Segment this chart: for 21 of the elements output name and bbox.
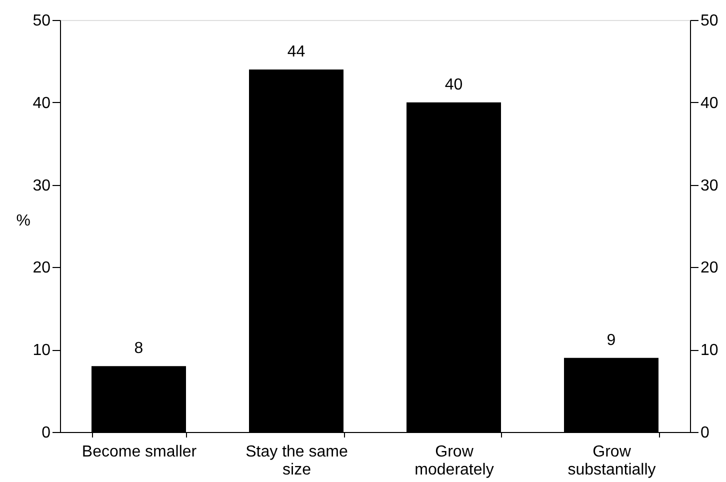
data-label: 9 — [606, 332, 616, 349]
y2-tick-label: 50 — [700, 12, 718, 30]
data-label: 40 — [444, 76, 463, 94]
y-tick-label: 30 — [32, 177, 51, 194]
data-label: 44 — [287, 43, 306, 60]
y-tick-label: 20 — [32, 260, 51, 277]
y2-tick-label: 40 — [700, 94, 718, 112]
y-axis-title: % — [16, 212, 30, 230]
x-tick-label: Stay the same size — [246, 444, 348, 478]
y-tick-label: 50 — [32, 12, 51, 30]
y2-tick-label: 30 — [700, 177, 718, 194]
x-tick-label: Become smaller — [82, 444, 198, 460]
y-tick-label: 40 — [32, 94, 51, 112]
x-tick-label: Grow substantially — [568, 444, 656, 478]
y2-tick-label: 0 — [700, 424, 710, 442]
y2-tick-label: 20 — [700, 260, 718, 277]
y-tick-label: 0 — [42, 424, 51, 442]
y2-tick-label: 10 — [700, 342, 718, 360]
y-tick-label: 10 — [32, 342, 51, 360]
x-tick-label: Grow moderately — [414, 444, 494, 478]
data-label: 8 — [134, 340, 144, 358]
